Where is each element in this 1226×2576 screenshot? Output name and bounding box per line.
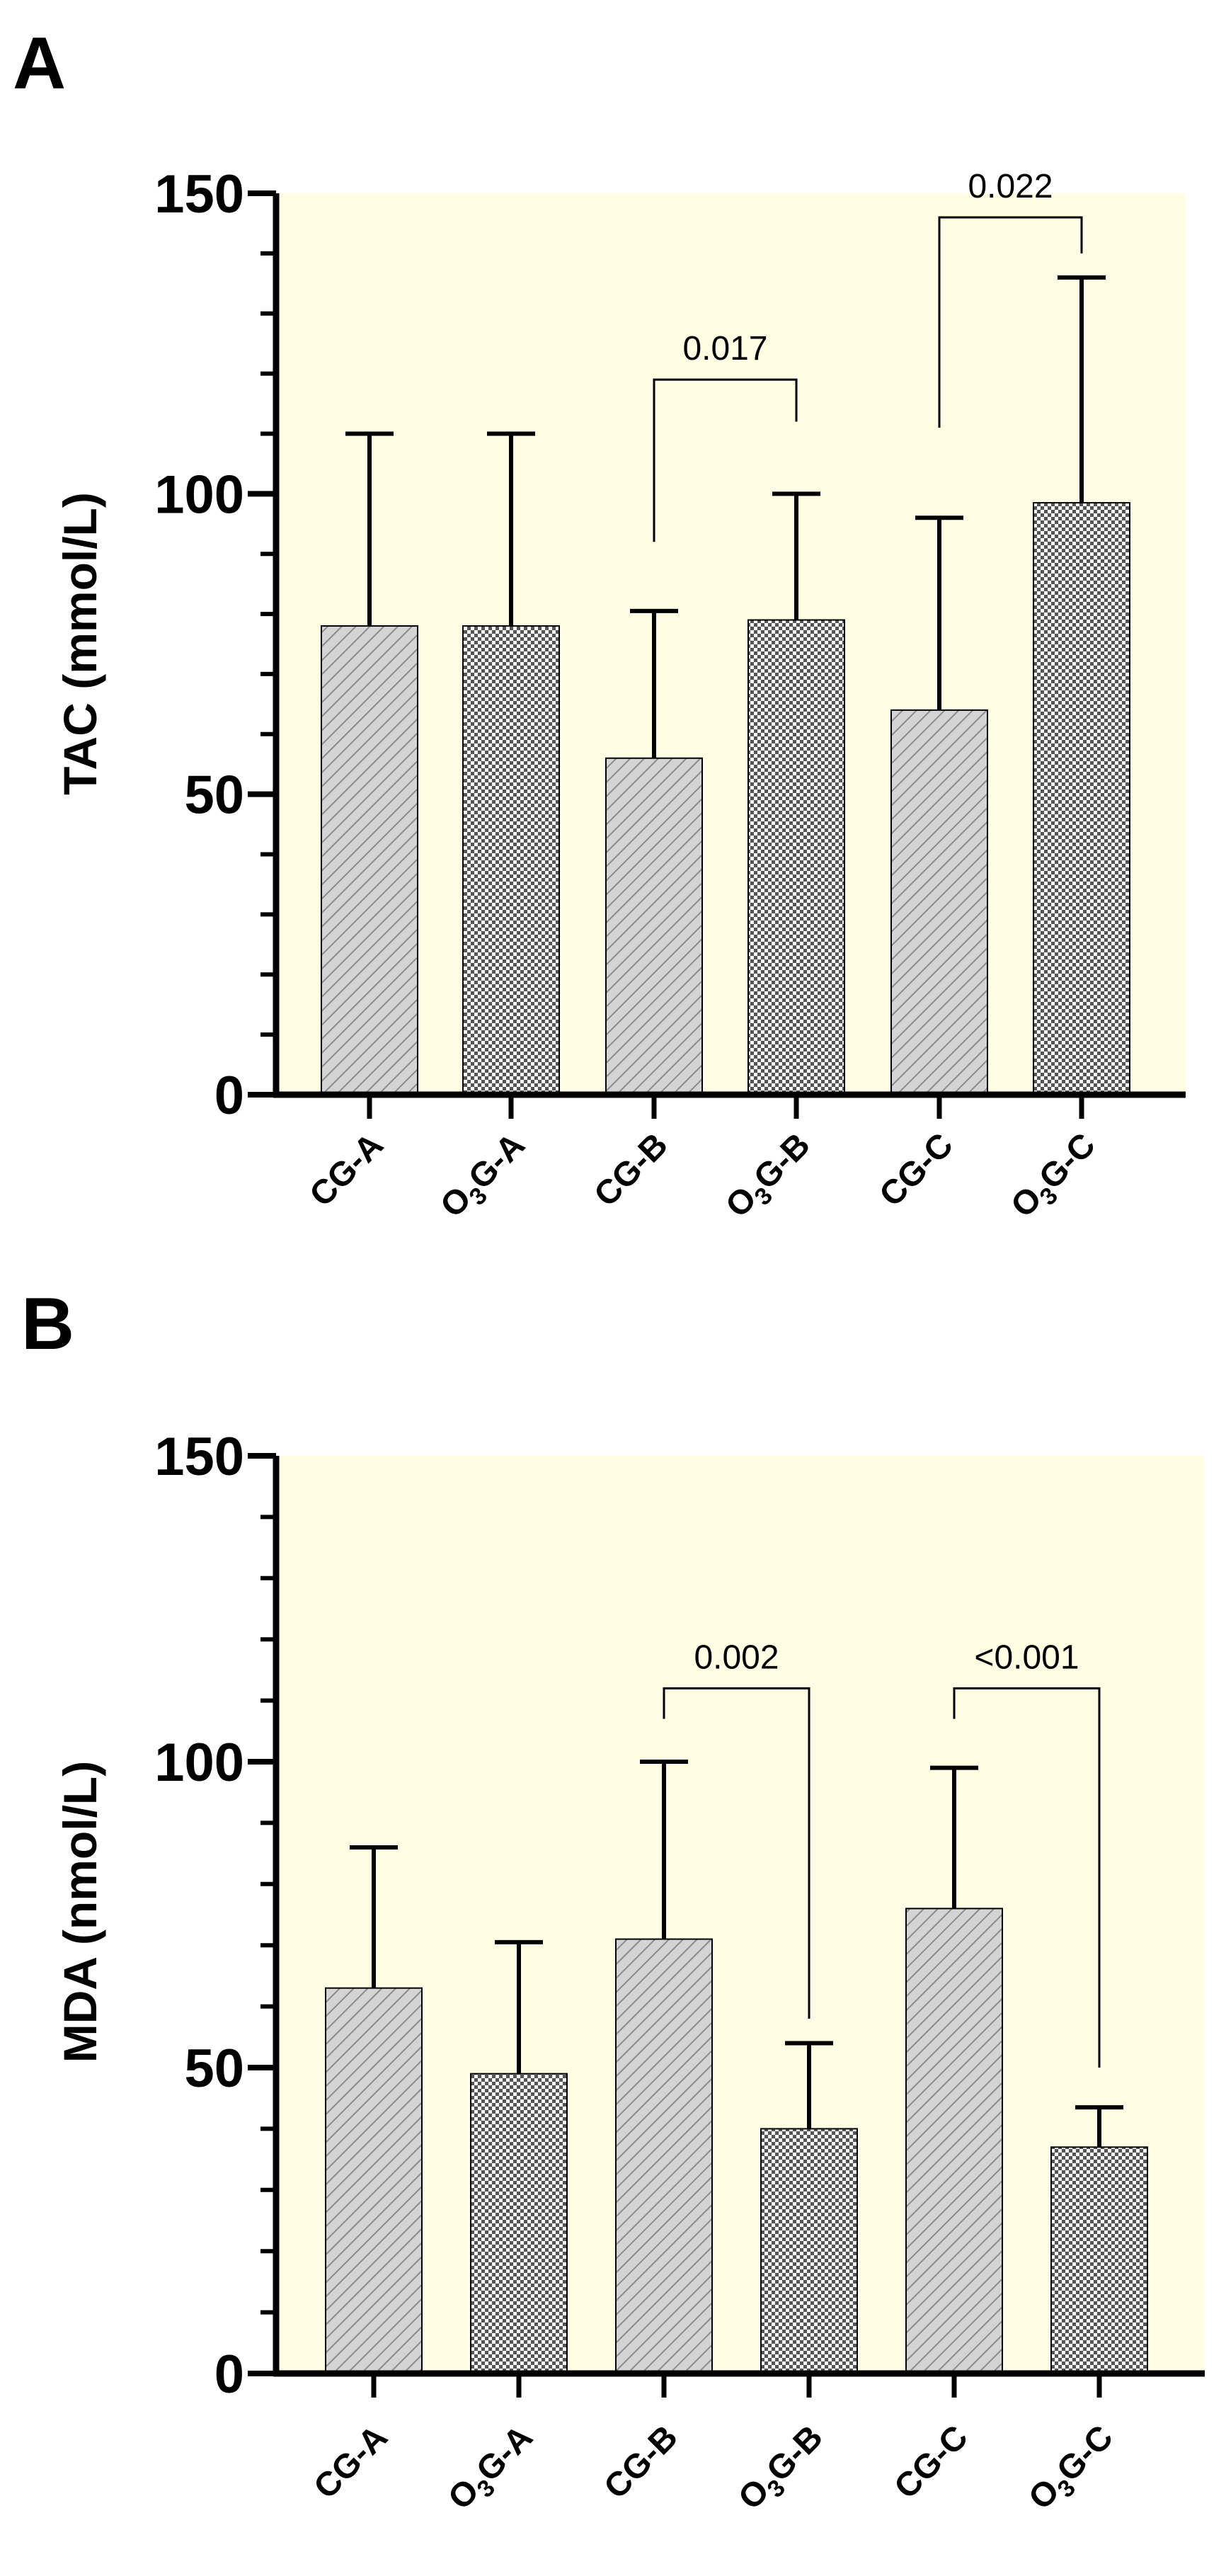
y-tick-label: 100: [154, 465, 244, 525]
bar-cg-b: [615, 1938, 713, 2375]
bar-o3g-b: [760, 2128, 858, 2374]
x-tick-label-cg-b: CG-B: [597, 2418, 685, 2506]
bar-cg-a: [321, 625, 418, 1095]
x-tick-label-cg-b: CG-B: [588, 1126, 675, 1214]
axes-a: 0 50 100 150 CG-A O3G-A CG-B O3G-B CG-C O3G-C: [154, 164, 1186, 1229]
p-value-label-1: 0.017: [682, 330, 767, 367]
bar-o3g-c: [1050, 2146, 1148, 2375]
significance-bracket-1: [653, 378, 798, 542]
x-tick-label-o3g-b: O3G-B: [718, 1126, 822, 1229]
y-tick-label: 150: [154, 164, 244, 224]
x-tick-label-cg-c: CG-C: [888, 2418, 975, 2506]
y-axis-title-b: MDA (nmol/L): [54, 1761, 106, 2063]
bar-o3g-a: [462, 625, 560, 1095]
x-tick-label-cg-a: CG-A: [307, 2418, 395, 2506]
x-tick-label-o3g-a: O3G-A: [441, 2418, 544, 2521]
y-tick-label: 0: [214, 2344, 244, 2405]
bar-cg-a: [325, 1987, 423, 2374]
panel-letter-b: B: [21, 1283, 74, 1365]
bar-cg-b: [605, 757, 703, 1096]
p-value-label-2: 0.022: [968, 168, 1053, 205]
significance-bracket-1: [663, 1687, 810, 2019]
bar-o3g-b: [747, 619, 845, 1095]
p-value-label-1: 0.002: [694, 1639, 779, 1676]
x-tick-label-o3g-c: O3G-C: [1004, 1126, 1107, 1229]
panel-a: A 0.017 0.022 0 50 100 150 CG-A O3G-A CG-B O3G-B…: [13, 23, 1186, 1229]
panel-letter-a: A: [13, 23, 66, 105]
panel-b: B 0.002 <0.001 0 50 100 150 CG-A O3G-A CG-B O3G-…: [21, 1283, 1205, 2521]
x-tick-label-cg-a: CG-A: [303, 1126, 391, 1214]
y-axis-title-a: TAC (mmol/L): [54, 492, 106, 795]
plot-area-b: [276, 1456, 1205, 2373]
y-tick-label: 50: [184, 765, 244, 826]
x-tick-label-o3g-c: O3G-C: [1021, 2418, 1125, 2521]
x-tick-label-cg-c: CG-C: [873, 1126, 961, 1214]
y-tick-label: 0: [214, 1066, 244, 1126]
bar-o3g-a: [470, 2073, 568, 2374]
bars-a: 0.017 0.022: [321, 168, 1130, 1096]
x-tick-label-o3g-b: O3G-B: [731, 2418, 835, 2521]
x-tick-label-o3g-a: O3G-A: [433, 1126, 537, 1229]
bars-b: 0.002 <0.001: [325, 1639, 1148, 2375]
y-tick-label: 100: [154, 1733, 244, 1793]
bar-cg-c: [905, 1908, 1003, 2375]
bar-cg-c: [890, 709, 988, 1095]
y-tick-label: 50: [184, 2039, 244, 2099]
significance-bracket-2: [938, 216, 1083, 428]
y-tick-label: 150: [154, 1427, 244, 1487]
significance-bracket-2: [953, 1687, 1101, 2068]
bar-o3g-c: [1033, 502, 1130, 1095]
p-value-label-2: <0.001: [974, 1639, 1079, 1676]
